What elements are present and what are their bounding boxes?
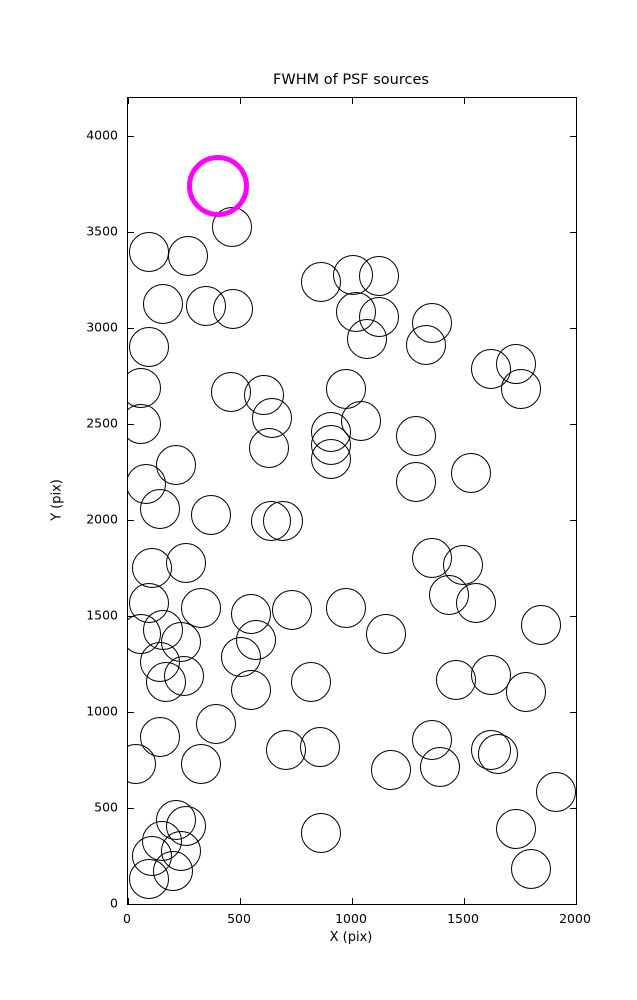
y-tick-label: 500: [94, 799, 118, 815]
y-tick: [570, 807, 576, 809]
data-point-circle: [290, 662, 331, 703]
data-point-circle: [129, 232, 170, 273]
y-tick-label: 3000: [86, 319, 118, 335]
data-point-circle: [271, 590, 312, 631]
x-tick: [239, 898, 241, 904]
y-tick-label: 3500: [86, 223, 118, 239]
data-point-circle: [140, 488, 181, 529]
data-point-circle: [156, 445, 197, 486]
data-point-circle: [310, 438, 351, 479]
y-tick: [128, 519, 134, 521]
x-tick: [463, 898, 465, 904]
y-tick: [128, 903, 134, 904]
plot-area: [127, 97, 577, 905]
x-axis-label: X (pix): [329, 930, 373, 945]
y-tick: [128, 135, 134, 137]
x-tick: [128, 898, 129, 904]
data-point-circle: [129, 326, 170, 367]
data-point-circle: [180, 587, 221, 628]
y-tick: [570, 135, 576, 137]
y-tick: [570, 711, 576, 713]
data-point-circle: [262, 501, 303, 542]
y-tick-label: 2000: [86, 511, 118, 527]
data-point-circle: [395, 461, 436, 502]
x-tick: [351, 898, 353, 904]
x-tick-label: 1000: [335, 911, 367, 926]
data-point-circle: [346, 318, 387, 359]
x-tick: [575, 98, 576, 104]
y-tick: [128, 327, 134, 329]
y-tick: [570, 231, 576, 233]
data-point-circle: [505, 671, 546, 712]
x-tick: [463, 98, 465, 104]
data-point-circle: [299, 726, 340, 767]
data-point-circle: [326, 587, 367, 628]
data-point-circle: [456, 582, 497, 623]
highlight-circle: [186, 155, 249, 218]
x-tick-label: 500: [227, 911, 251, 926]
data-point-circle: [131, 548, 172, 589]
data-point-circle: [168, 236, 209, 277]
data-point-circle: [436, 660, 477, 701]
data-point-circle: [300, 812, 341, 853]
y-tick: [128, 615, 134, 617]
data-point-circle: [180, 743, 221, 784]
data-point-circle: [166, 543, 207, 584]
data-point-circle: [395, 415, 436, 456]
data-point-circle: [470, 654, 511, 695]
data-point-circle: [405, 324, 446, 365]
data-point-circle: [128, 367, 162, 408]
data-point-circle: [420, 746, 461, 787]
data-point-circle: [196, 703, 237, 744]
data-point-circle: [521, 604, 562, 645]
y-tick: [128, 807, 134, 809]
data-point-circle: [501, 368, 542, 409]
y-tick: [128, 423, 134, 425]
y-tick-label: 0: [110, 895, 118, 911]
y-tick-label: 4000: [86, 127, 118, 143]
y-tick-label: 2500: [86, 415, 118, 431]
data-point-circle: [495, 809, 536, 850]
data-point-circle: [129, 859, 170, 900]
data-point-circle: [358, 256, 399, 297]
x-tick: [575, 898, 576, 904]
y-tick-label: 1500: [86, 607, 118, 623]
y-tick: [570, 519, 576, 521]
data-point-circle: [249, 428, 290, 469]
y-tick: [128, 231, 134, 233]
y-tick: [128, 711, 134, 713]
data-point-circle: [535, 771, 576, 812]
data-point-circle: [371, 749, 412, 790]
y-tick: [570, 327, 576, 329]
x-tick: [128, 98, 129, 104]
data-point-circle: [140, 717, 181, 758]
x-tick-label: 2000: [559, 911, 591, 926]
chart-title: FWHM of PSF sources: [273, 72, 429, 88]
y-tick-label: 1000: [86, 703, 118, 719]
data-point-circle: [477, 734, 518, 775]
data-point-circle: [146, 662, 187, 703]
y-tick: [570, 615, 576, 617]
x-tick: [351, 98, 353, 104]
x-tick: [239, 98, 241, 104]
data-point-circle: [190, 495, 231, 536]
data-point-circle: [365, 614, 406, 655]
y-tick: [570, 903, 576, 904]
data-point-circle: [231, 670, 272, 711]
y-tick: [570, 423, 576, 425]
x-tick-label: 0: [123, 911, 131, 926]
data-point-circle: [142, 284, 183, 325]
x-tick-label: 1500: [447, 911, 479, 926]
data-point-circle: [450, 453, 491, 494]
data-point-circle: [213, 289, 254, 330]
data-point-circle: [511, 849, 552, 890]
y-axis-label: Y (pix): [49, 479, 65, 521]
